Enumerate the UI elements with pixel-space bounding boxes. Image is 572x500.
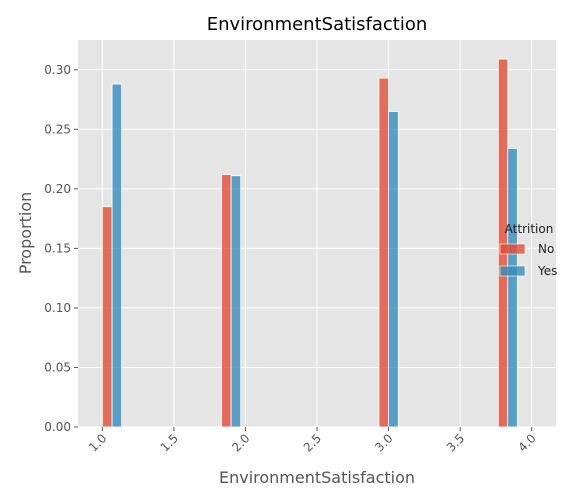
y-tick-label: 0.25 <box>44 122 71 136</box>
bar-no <box>101 206 113 428</box>
legend-label-yes: Yes <box>537 264 557 278</box>
x-axis-title: EnvironmentSatisfaction <box>219 468 415 487</box>
bar-yes <box>111 83 123 428</box>
x-tick-labels: 1.0 1.5 2.0 2.5 3.0 3.5 4.0 <box>86 427 539 455</box>
x-tick-label: 2.0 <box>229 431 252 454</box>
legend-swatch-yes <box>499 265 526 277</box>
x-tick-label: 1.0 <box>86 431 109 454</box>
legend-label-no: No <box>538 242 554 256</box>
x-tick-label: 3.5 <box>444 431 467 454</box>
legend-swatch-no <box>499 243 526 255</box>
y-tick-label: 0.15 <box>44 241 71 255</box>
y-tick-label: 0.05 <box>44 360 71 374</box>
bars <box>101 58 518 428</box>
bar-yes <box>507 147 518 428</box>
chart-title: EnvironmentSatisfaction <box>207 14 428 35</box>
y-tick-label: 0.30 <box>44 63 71 77</box>
bar-yes <box>388 111 399 428</box>
legend: Attrition No Yes <box>499 222 557 278</box>
x-tick-label: 4.0 <box>515 431 538 454</box>
y-tick-labels: 0.00 0.05 0.10 0.15 0.20 0.25 0.30 <box>44 63 78 434</box>
bar-no <box>378 77 389 428</box>
grid-lines <box>78 40 556 428</box>
y-axis-title: Proportion <box>16 192 35 275</box>
x-tick-label: 1.5 <box>158 431 181 454</box>
bar-no <box>221 174 232 428</box>
legend-title: Attrition <box>505 222 554 236</box>
bar-yes <box>230 175 242 428</box>
y-tick-label: 0.00 <box>44 420 71 434</box>
x-tick-label: 2.5 <box>301 431 324 454</box>
bar-no <box>497 58 509 428</box>
y-tick-label: 0.20 <box>44 182 71 196</box>
y-tick-label: 0.10 <box>44 301 71 315</box>
x-tick-label: 3.0 <box>372 431 395 454</box>
